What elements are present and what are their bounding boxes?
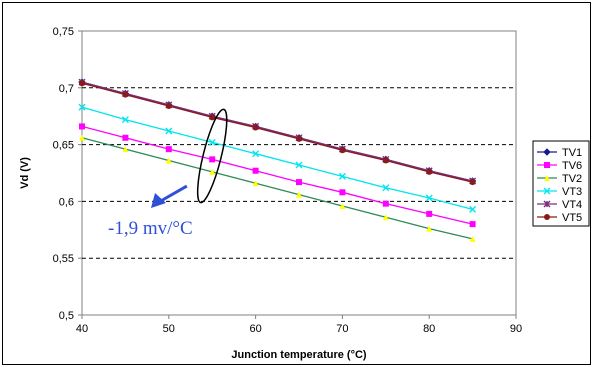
data-point [165,146,172,153]
data-point [426,210,433,217]
x-tick-label: 50 [163,323,175,335]
plot-area [81,30,517,316]
data-point [382,184,390,192]
legend-label: TV2 [562,173,582,185]
data-point [122,146,129,153]
data-point [209,156,216,163]
data-point [382,157,389,164]
series-tv2 [79,134,476,242]
data-point [252,180,259,187]
data-point [165,157,172,164]
data-point [338,172,346,180]
data-point [469,235,476,242]
data-point [209,114,216,121]
legend-item-vt5: VT5 [537,212,582,224]
series-line [81,106,473,210]
legend-item-vt4: VT4 [537,199,582,211]
annotation-text: -1,9 mv/°C [108,218,193,239]
data-point [469,221,476,228]
data-point [339,202,346,209]
legend-item-tv2: TV2 [537,173,582,185]
legend-swatch-marker [543,200,551,208]
x-tick-label: 90 [510,323,522,335]
legend-swatch-marker [544,214,550,220]
data-point [382,214,389,221]
data-point [79,80,85,87]
legend-swatch-marker [544,162,550,168]
y-axis-title: Vd (V) [19,157,31,189]
data-point [209,168,216,175]
series-line [81,81,473,182]
legend-item-tv1: TV1 [537,147,582,159]
legend-item-tv6: TV6 [537,160,582,172]
annotation-ellipse [196,108,228,204]
data-point [252,124,259,131]
data-point [296,135,302,142]
legend-item-vt3: VT3 [537,186,582,198]
series-vt5 [79,80,476,186]
annotation-arrow-shaft [158,184,188,204]
x-tick-label: 40 [76,323,88,335]
data-point [339,189,346,196]
data-point [382,200,389,207]
data-point [339,147,346,154]
data-point [79,134,85,141]
data-point [79,123,85,130]
legend-label: VT3 [562,186,582,198]
y-tick-label: 0,6 [59,196,74,208]
legend-label: VT4 [562,199,582,211]
y-tick-label: 0,7 [59,83,74,95]
data-point [122,134,129,141]
legend-label: TV6 [562,160,582,172]
legend-swatch-marker [544,175,550,181]
data-point [425,194,433,202]
x-tick-label: 70 [336,323,348,335]
data-point [296,191,302,198]
data-point [252,150,260,158]
y-tick-label: 0,5 [59,310,74,322]
data-point [121,116,129,124]
data-point [165,127,173,135]
legend-box [532,140,590,227]
annotation-arrow-head [151,193,166,208]
data-point [122,91,129,98]
x-tick-label: 80 [423,323,435,335]
data-point [426,168,433,175]
data-point [208,138,216,146]
data-point [469,179,476,186]
data-point [296,179,302,186]
y-tick-label: 0,75 [53,26,74,38]
data-point [78,103,86,111]
series-line [81,125,473,225]
series-line [81,82,473,183]
y-tick-label: 0,55 [53,253,74,265]
data-point [469,205,477,213]
data-point [252,167,259,174]
x-axis-title: Junction temperature (°C) [231,349,367,361]
data-point [426,225,433,232]
series-tv6 [79,123,476,228]
legend-label: VT5 [562,212,582,224]
legend-label: TV1 [562,147,582,159]
series-vt3 [78,103,477,213]
y-tick-label: 0,65 [53,140,74,152]
data-point [165,102,172,109]
series-line [81,137,473,240]
x-tick-label: 60 [249,323,261,335]
data-point [295,161,303,169]
legend-swatch-marker [543,187,551,195]
legend-swatch-marker [543,148,551,156]
